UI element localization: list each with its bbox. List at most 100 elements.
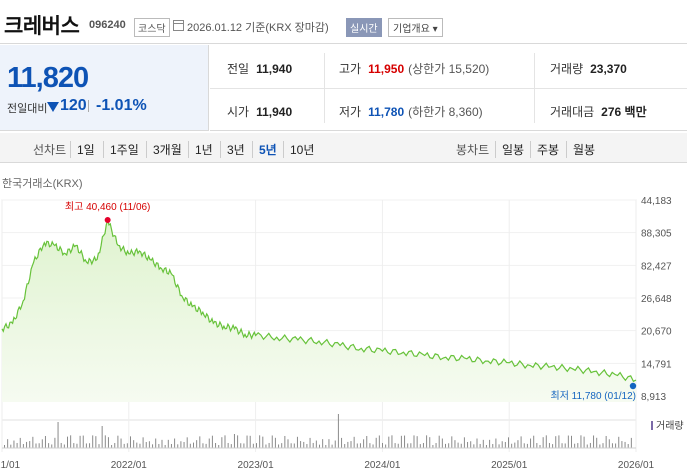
- volume-bar: [51, 444, 53, 448]
- volume-bar: [186, 437, 188, 448]
- volume-bar: [520, 436, 522, 448]
- volume-bar: [233, 434, 235, 448]
- volume-bar: [621, 441, 623, 448]
- x-tick-label: 2026/01: [618, 460, 655, 471]
- volume-bar: [296, 436, 298, 448]
- tab-5y[interactable]: 5년: [252, 141, 277, 158]
- company-info-dropdown[interactable]: 기업개요 ▾: [388, 18, 443, 37]
- volume-bar: [174, 438, 176, 448]
- tab-1w[interactable]: 1주일: [103, 141, 139, 158]
- volume-bar: [583, 436, 585, 448]
- volume-bar: [303, 441, 305, 448]
- volume-bar: [624, 441, 626, 448]
- tab-daily-candle[interactable]: 일봉: [495, 141, 524, 158]
- volume-bar: [388, 436, 390, 448]
- volume-bar: [517, 440, 519, 448]
- y-tick-label: 88,305: [641, 229, 672, 240]
- volume-bar: [463, 437, 465, 448]
- volume-bar: [334, 440, 336, 448]
- tab-10y[interactable]: 10년: [283, 141, 314, 158]
- volume-bar: [555, 436, 557, 448]
- volume-bar: [13, 440, 15, 448]
- volume-bar: [382, 442, 383, 448]
- volume-bar: [589, 442, 591, 448]
- volume-bar: [495, 438, 497, 448]
- volume-bar: [451, 436, 453, 448]
- volume-bar: [224, 435, 226, 448]
- tab-3y[interactable]: 3년: [220, 141, 245, 158]
- volume-bar: [284, 435, 286, 448]
- volume-bar: [514, 442, 516, 448]
- volume-bar: [158, 443, 160, 448]
- volume-bar: [170, 443, 172, 448]
- volume-bar: [526, 443, 528, 448]
- tab-monthly-candle[interactable]: 월봉: [566, 141, 595, 158]
- volume-bar: [218, 444, 220, 448]
- volume-bar: [482, 439, 484, 448]
- realtime-button[interactable]: 실시간: [346, 18, 382, 37]
- volume-bar: [325, 444, 327, 448]
- volume-bar: [54, 437, 56, 448]
- volume-bar: [438, 435, 440, 448]
- volume-bar: [259, 435, 261, 448]
- volume-bar: [419, 444, 421, 448]
- volume-bar: [457, 442, 459, 448]
- high-annotation: 최고 40,460 (11/06): [65, 201, 151, 213]
- volume-bar: [372, 444, 374, 448]
- volume-bar: [375, 437, 377, 448]
- open-price: 시가 11,940: [227, 105, 293, 119]
- volume-bar: [85, 443, 87, 448]
- volume-bar: [7, 439, 9, 448]
- volume-bar: [404, 435, 406, 448]
- volume-bar: [180, 441, 182, 448]
- volume-bar: [356, 443, 358, 448]
- volume-bar: [580, 435, 582, 448]
- price-chart[interactable]: 44,183 88,305 82,427 26,648 20,670 14,791 8,91…: [0, 190, 687, 476]
- high-price: 고가 11,950 (상한가 15,520): [339, 62, 490, 76]
- volume-bar: [460, 443, 462, 448]
- volume-bar: [558, 435, 560, 448]
- y-tick-label: 20,670: [641, 327, 672, 338]
- volume-bar: [429, 437, 431, 448]
- volume-bar: [319, 444, 320, 448]
- tab-1d[interactable]: 1일: [70, 141, 95, 158]
- volume-bar: [208, 438, 210, 448]
- volume-bar: [38, 443, 40, 448]
- volume-bar: [114, 443, 116, 448]
- volume-bar: [95, 436, 97, 448]
- y-tick-label: 8,913: [641, 392, 666, 403]
- tab-1y[interactable]: 1년: [188, 141, 213, 158]
- volume-bar: [448, 443, 450, 448]
- volume-bar: [290, 443, 292, 448]
- volume-bar: [19, 437, 21, 448]
- volume-bar: [344, 444, 346, 448]
- volume-bar: [533, 435, 535, 448]
- volume-bar: [126, 443, 128, 448]
- volume-bar: [35, 443, 37, 448]
- down-triangle-icon: [47, 102, 59, 112]
- low-price: 저가 11,780 (하한가 8,360): [339, 105, 483, 119]
- volume-bar: [608, 439, 610, 448]
- y-tick-label: 44,183: [641, 196, 672, 207]
- volume-bar: [117, 435, 119, 448]
- volume-bar: [4, 445, 5, 448]
- volume-bar: [57, 422, 59, 448]
- volume-bar: [287, 439, 289, 448]
- volume-bar: [76, 443, 78, 448]
- volume-bar: [278, 444, 280, 448]
- volume-bar: [262, 436, 264, 448]
- volume-bar: [265, 444, 267, 448]
- stock-name: 크레버스: [4, 15, 80, 38]
- volume-bar: [60, 442, 62, 448]
- volume-bar: [627, 444, 629, 448]
- volume-bar: [467, 441, 469, 448]
- volume-bar: [189, 443, 191, 448]
- volume-bar: [26, 441, 28, 448]
- volume-bar: [511, 443, 513, 448]
- volume-bar: [70, 435, 72, 448]
- volume-bar: [400, 435, 402, 448]
- tab-weekly-candle[interactable]: 주봉: [530, 141, 559, 158]
- candle-chart-label: 봉차트: [456, 143, 490, 157]
- volume-bar: [152, 444, 154, 448]
- tab-3m[interactable]: 3개월: [146, 141, 182, 158]
